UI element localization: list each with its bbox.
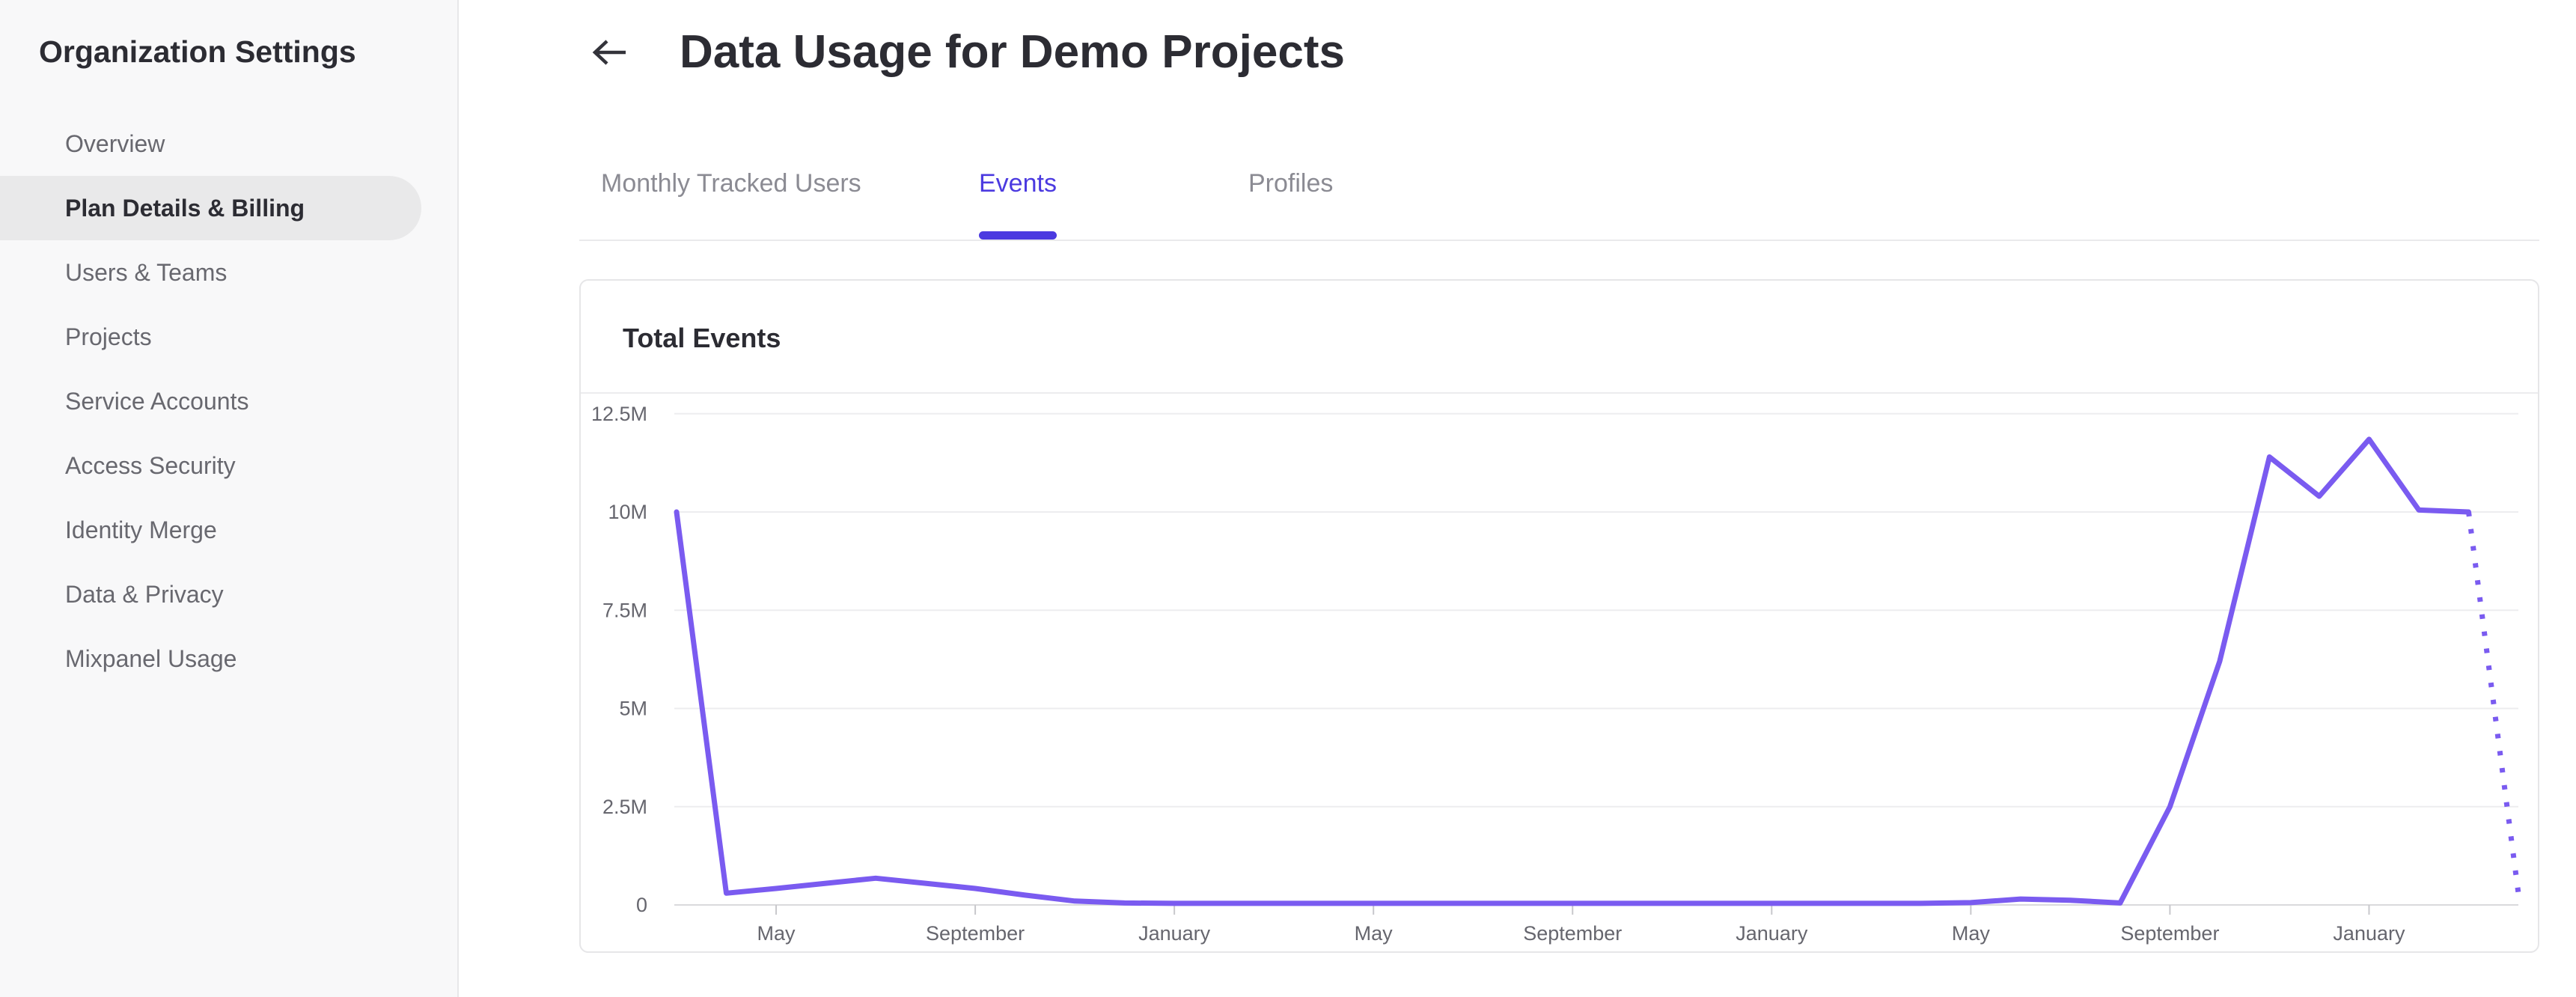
x-axis-tick-label: September (926, 922, 1025, 945)
tab-events[interactable]: Events (979, 169, 1057, 198)
sidebar-item-mixpanel-usage[interactable]: Mixpanel Usage (65, 645, 237, 672)
back-button[interactable] (588, 31, 630, 73)
active-tab-indicator (979, 231, 1057, 240)
card-title: Total Events (623, 323, 781, 353)
total-events-chart[interactable]: 12.5M 10M 7.5M 5M 2.5M 0 May September January Ma… (581, 395, 2536, 953)
sidebar-item-access-security[interactable]: Access Security (65, 452, 236, 479)
y-axis-tick-label: 0 (636, 894, 647, 916)
line-chart-canvas[interactable]: 12.5M 10M 7.5M 5M 2.5M 0 May September January Ma… (581, 395, 2536, 953)
sidebar-item-data-privacy[interactable]: Data & Privacy (65, 581, 224, 608)
y-axis-tick-label: 12.5M (591, 403, 647, 425)
x-axis-tick-label: January (1736, 922, 1808, 945)
tab-monthly-tracked-users[interactable]: Monthly Tracked Users (601, 169, 861, 198)
x-axis-tick-label: May (1952, 922, 1991, 945)
data-usage-tabs: Monthly Tracked Users Events Profiles (579, 120, 2539, 241)
x-axis-tick-label: May (1355, 922, 1394, 945)
sidebar-nav: Overview Plan Details & Billing Users & … (0, 112, 457, 691)
chart-line-solid (674, 436, 2471, 906)
x-axis-tick-label: May (757, 922, 796, 945)
sidebar-item-service-accounts[interactable]: Service Accounts (65, 388, 249, 415)
sidebar-item-projects[interactable]: Projects (65, 323, 152, 350)
back-arrow-icon (588, 40, 630, 76)
tab-profiles[interactable]: Profiles (1248, 169, 1334, 198)
y-axis-tick-label: 5M (619, 698, 647, 720)
card-header: Total Events (581, 281, 2538, 394)
x-axis-tick-label: January (2333, 922, 2405, 945)
x-axis-tick-label: January (1138, 922, 1211, 945)
sidebar-item-overview[interactable]: Overview (65, 130, 165, 157)
y-axis-tick-label: 10M (608, 501, 647, 523)
sidebar-item-users-teams[interactable]: Users & Teams (65, 259, 228, 286)
y-axis-tick-label: 7.5M (602, 599, 647, 621)
total-events-card: Total Events 12.5M 10M 7.5M 5M 2.5M 0 May Septe… (579, 279, 2539, 953)
y-axis-tick-label: 2.5M (602, 796, 647, 818)
x-axis-tick-label: September (1523, 922, 1622, 945)
sidebar-item-identity-merge[interactable]: Identity Merge (65, 516, 217, 543)
page-title: Data Usage for Demo Projects (680, 26, 1345, 78)
x-axis-tick-label: September (2120, 922, 2219, 945)
organization-settings-sidebar: Organization Settings Overview Plan Deta… (0, 0, 459, 997)
sidebar-item-plan-details-billing[interactable]: Plan Details & Billing (0, 176, 421, 240)
sidebar-title: Organization Settings (39, 34, 356, 69)
chart-line-dotted-projection (2466, 511, 2521, 894)
